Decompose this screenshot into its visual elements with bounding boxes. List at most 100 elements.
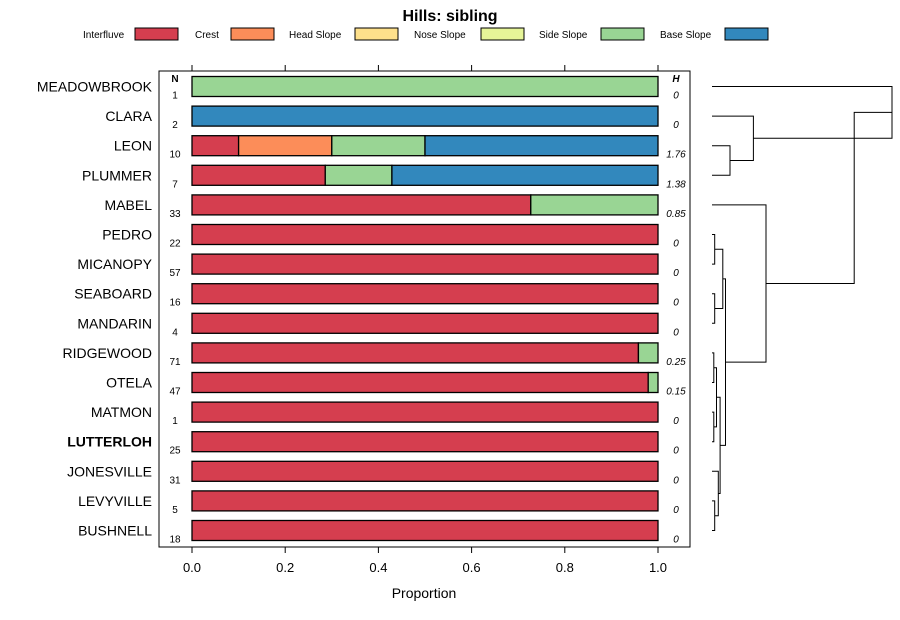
row-label: MICANOPY xyxy=(77,256,152,272)
bar-segment xyxy=(237,135,333,157)
row-n: 71 xyxy=(169,357,181,368)
row-n: 22 xyxy=(169,239,181,250)
row-h: 0 xyxy=(673,91,679,102)
row-h: 1.76 xyxy=(666,150,686,161)
bar-row xyxy=(191,342,659,364)
x-tick-label: 0.0 xyxy=(183,560,201,575)
x-axis-title: Proportion xyxy=(392,585,457,601)
legend: Interfluve Crest Head Slope Nose Slope Side … xyxy=(83,27,769,41)
row-label: MANDARIN xyxy=(77,315,152,331)
bar-segment xyxy=(191,283,659,305)
h-column-header: H xyxy=(672,74,680,85)
bar-segment xyxy=(191,401,659,423)
row-h: 0 xyxy=(673,239,679,250)
bar-segment xyxy=(331,135,426,157)
row-label: LEON xyxy=(114,138,152,154)
dendrogram-branch xyxy=(766,111,892,285)
bar-row xyxy=(191,135,659,157)
x-tick-label: 0.4 xyxy=(369,560,387,575)
bar-row xyxy=(191,283,659,305)
row-n: 25 xyxy=(169,446,181,457)
bar-segment xyxy=(424,135,659,157)
dendrogram-branch xyxy=(712,352,715,383)
bars xyxy=(191,75,659,542)
legend-label: Nose Slope xyxy=(414,30,466,41)
row-h: 0 xyxy=(673,120,679,131)
chart-title: Hills: sibling xyxy=(402,8,497,25)
bar-segment xyxy=(191,105,659,127)
row-label: LEVYVILLE xyxy=(78,493,152,509)
bar-segment xyxy=(191,519,659,542)
bar-segment xyxy=(191,371,649,394)
legend-swatch xyxy=(600,27,645,41)
bar-segment xyxy=(191,460,659,482)
row-label: MATMON xyxy=(91,404,152,420)
bar-row xyxy=(191,164,659,186)
bar-row xyxy=(191,371,659,394)
row-label: JONESVILLE xyxy=(67,463,152,479)
bar-segment xyxy=(324,164,393,186)
bar-row xyxy=(191,460,659,482)
bar-segment xyxy=(191,342,640,364)
row-n: 4 xyxy=(172,327,178,338)
dendrogram-branch xyxy=(712,115,754,161)
legend-swatch xyxy=(354,27,399,41)
dendrogram-branch xyxy=(712,145,731,176)
x-tick-label: 0.6 xyxy=(463,560,481,575)
bar-row xyxy=(191,519,659,542)
row-n: 33 xyxy=(169,209,181,220)
bar-segment xyxy=(647,371,659,394)
legend-swatch xyxy=(134,27,179,41)
dendrogram-branch xyxy=(712,411,715,443)
dendrogram-branch xyxy=(712,500,716,531)
row-h: 0.85 xyxy=(666,209,686,220)
row-n: 7 xyxy=(172,179,178,190)
row-n: 1 xyxy=(172,91,178,102)
bar-segment xyxy=(191,135,240,157)
row-h: 0.25 xyxy=(666,357,686,368)
row-label: CLARA xyxy=(105,108,152,124)
dendrogram-branch xyxy=(712,234,716,265)
row-n: 1 xyxy=(172,416,178,427)
row-n: 31 xyxy=(169,475,181,486)
row-label: MABEL xyxy=(105,197,153,213)
bar-row xyxy=(191,312,659,334)
row-n: 57 xyxy=(169,268,181,279)
bar-segment xyxy=(191,490,659,512)
dendrogram xyxy=(712,86,893,531)
row-h: 0 xyxy=(673,327,679,338)
bar-segment xyxy=(637,342,659,364)
row-label: PEDRO xyxy=(102,227,152,243)
bar-segment xyxy=(530,194,659,216)
bar-segment xyxy=(191,312,659,334)
bar-row xyxy=(191,105,659,127)
row-n: 2 xyxy=(172,120,178,131)
row-h: 0 xyxy=(673,268,679,279)
row-h: 0 xyxy=(673,475,679,486)
dendrogram-branch xyxy=(712,293,716,324)
legend-label: Head Slope xyxy=(289,30,342,41)
bar-segment xyxy=(391,164,659,186)
bar-segment xyxy=(191,75,659,98)
legend-label: Crest xyxy=(195,30,219,41)
row-n: 16 xyxy=(169,298,181,309)
row-h: 0 xyxy=(673,505,679,516)
bar-row xyxy=(191,431,659,453)
legend-swatch xyxy=(480,27,525,41)
row-label: MEADOWBROOK xyxy=(37,79,153,95)
row-n: 5 xyxy=(172,505,178,516)
row-label: OTELA xyxy=(106,375,153,391)
bar-segment xyxy=(191,253,659,275)
row-n: 47 xyxy=(169,387,181,398)
x-tick-label: 0.2 xyxy=(276,560,294,575)
row-label: PLUMMER xyxy=(82,167,152,183)
n-column-header: N xyxy=(171,74,178,85)
row-label: LUTTERLOH xyxy=(67,434,152,450)
bar-segment xyxy=(191,164,326,186)
row-h: 1.38 xyxy=(666,179,686,190)
bar-segment xyxy=(191,223,659,246)
bar-segment xyxy=(191,194,532,216)
row-label: SEABOARD xyxy=(74,286,152,302)
bar-row xyxy=(191,253,659,275)
